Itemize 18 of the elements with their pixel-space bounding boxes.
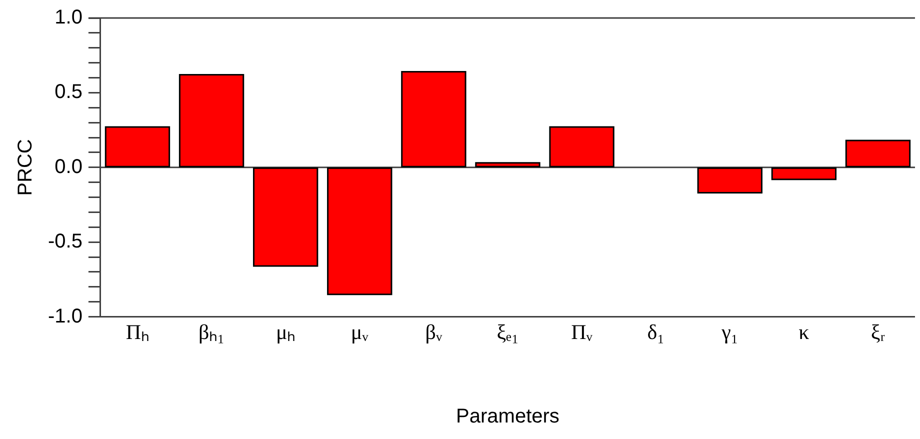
x-tick-label: μₕ (276, 320, 296, 344)
x-axis-title: Parameters (456, 406, 560, 428)
x-tick-label: βᵥ (425, 320, 443, 344)
y-axis-title: PRCC (14, 139, 37, 196)
y-tick-label: -0.5 (48, 230, 82, 253)
y-tick-label: -1.0 (48, 305, 82, 328)
x-tick-label: δ₁ (647, 320, 664, 344)
x-tick-label: ξᵣ (870, 320, 886, 344)
x-tick-label: γ₁ (720, 320, 738, 344)
x-tick-label: μᵥ (350, 320, 370, 344)
x-tick-label: κ (798, 320, 810, 344)
y-tick-label: 0.5 (54, 81, 82, 104)
y-tick-label: 1.0 (54, 6, 82, 29)
x-tick-label: βₕ₁ (198, 320, 225, 344)
x-tick-label: ξₑ₁ (496, 320, 519, 344)
x-tick-label: Πₕ (126, 320, 150, 344)
x-tick-label: Πᵥ (571, 320, 594, 344)
y-tick-label: 0.0 (54, 156, 82, 178)
